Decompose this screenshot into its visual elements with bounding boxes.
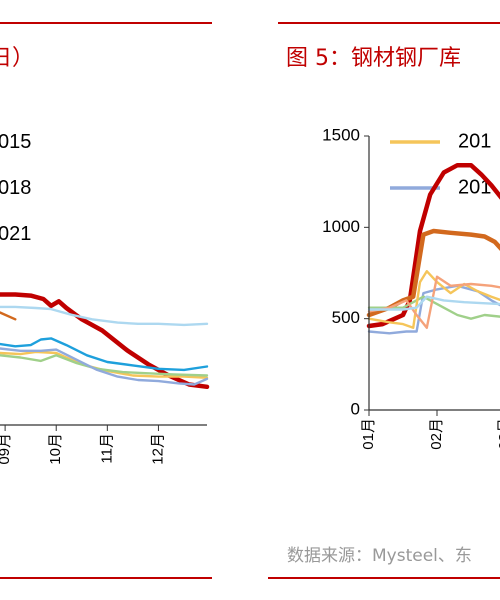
left-chart-title-fragment: 日）	[0, 46, 35, 71]
left-x-axis: 09月 10月 11月 12月	[0, 424, 207, 465]
left-legend: 015 018 021	[0, 131, 31, 245]
right-series-line-1	[366, 162, 500, 329]
right-legend: 201 201	[390, 130, 491, 198]
right-x-tick-label-2: 02月	[428, 418, 445, 450]
right-y-tick-label-3: 1000	[322, 217, 360, 236]
left-series-lines	[0, 292, 210, 390]
left-legend-label-3: 021	[0, 223, 31, 245]
right-x-tick-label-3: 03月	[496, 418, 500, 450]
right-series-line-5	[367, 270, 500, 329]
right-legend-label-2: 201	[458, 176, 491, 198]
right-series-lines	[366, 162, 500, 335]
left-series-line-6	[0, 347, 209, 386]
left-x-tick-label-4: 12月	[149, 433, 166, 465]
right-series-line-3	[367, 284, 500, 335]
right-chart-title: 图 5：钢材钢厂库	[286, 46, 461, 71]
right-top-divider	[278, 22, 500, 24]
left-x-tick-label-1: 09月	[0, 433, 13, 465]
left-bottom-divider	[0, 577, 212, 579]
right-series-line-4	[367, 295, 500, 320]
right-axes: 0 500 1000 1500 01月 02月 03月	[322, 125, 500, 450]
right-x-tick-label-1: 01月	[360, 418, 377, 450]
right-data-source: 数据来源：Mysteel、东	[287, 546, 472, 566]
right-series-line-7	[367, 295, 500, 311]
right-legend-label-1: 201	[458, 130, 491, 152]
left-x-tick-label-3: 11月	[98, 433, 115, 464]
left-series-line-2	[0, 305, 209, 327]
left-line-chart: 015 018 021 09月 10月 11月 12月	[0, 131, 210, 465]
left-series-line-3	[0, 337, 209, 372]
right-y-tick-label-1: 0	[351, 399, 360, 418]
right-y-tick-label-2: 500	[332, 308, 360, 327]
left-legend-label-2: 018	[0, 177, 31, 199]
right-bottom-divider	[268, 577, 500, 579]
left-x-tick-label-2: 10月	[47, 433, 64, 465]
right-y-tick-label-4: 1500	[322, 125, 360, 144]
left-top-divider	[0, 22, 212, 24]
left-series-line-7	[0, 311, 17, 321]
left-legend-label-1: 015	[0, 131, 31, 153]
right-line-chart: 201 201 0 500 1000 1500 01月 02月 03月	[322, 125, 500, 450]
right-series-line-6	[367, 275, 500, 329]
